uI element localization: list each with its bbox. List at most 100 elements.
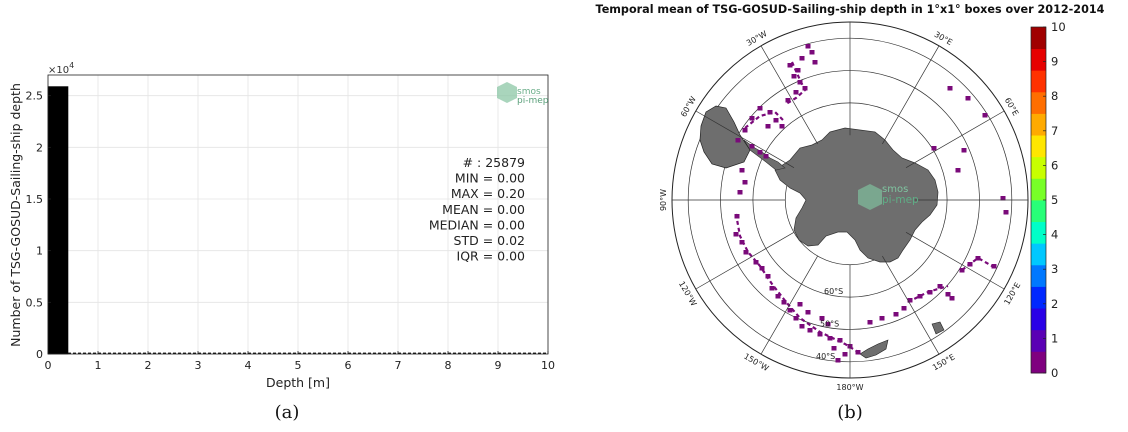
colorbar-segment	[1031, 286, 1046, 309]
data-cell	[753, 260, 759, 265]
colorbar-segment	[1031, 351, 1046, 374]
colorbar-tick-label: 7	[1051, 124, 1058, 138]
data-cell	[1003, 210, 1009, 215]
colorbar-tick-label: 8	[1051, 89, 1058, 103]
data-cell	[775, 294, 781, 299]
smos-logo: smos pi-mep	[497, 82, 549, 106]
x-tick-label: 5	[295, 359, 302, 372]
colorbar-segment	[1031, 264, 1046, 287]
x-tick-label: 4	[245, 359, 252, 372]
data-cell	[735, 138, 741, 143]
data-cell	[955, 168, 961, 173]
data-cell	[773, 118, 779, 123]
smos-logo-icon	[497, 82, 517, 103]
data-cell	[759, 266, 765, 271]
meridian-line	[760, 255, 818, 355]
data-cell	[917, 294, 923, 299]
x-tick-label: 0	[45, 359, 52, 372]
y-tick-label: 1.5	[26, 193, 44, 206]
colorbar-segment	[1031, 243, 1046, 266]
polar-map: 30°W30°E60°E90°E120°E150°E180°W150°W120°…	[659, 21, 1041, 392]
y-tick-label: 2	[36, 141, 43, 154]
colorbar-tick-label: 0	[1051, 366, 1058, 380]
data-cell	[893, 312, 899, 317]
meridian-line	[760, 45, 818, 145]
data-cell	[901, 306, 907, 311]
data-cell	[799, 324, 805, 329]
data-cell	[835, 358, 841, 363]
stat-line: STD = 0.02	[454, 233, 525, 248]
colorbar-tick-label: 2	[1051, 297, 1058, 311]
data-cell	[807, 328, 813, 333]
meridian-line	[882, 45, 940, 145]
colorbar-segment	[1031, 329, 1046, 352]
data-cell	[855, 350, 861, 355]
colorbar-tick-label: 6	[1051, 158, 1058, 172]
meridian-line	[695, 110, 795, 168]
stat-line: MEDIAN = 0.00	[429, 217, 525, 232]
colorbar-segment	[1031, 156, 1046, 179]
data-track	[734, 213, 859, 353]
data-cell	[769, 286, 775, 291]
data-cell	[785, 98, 791, 103]
meridian-line	[905, 110, 1005, 168]
colorbar-segment	[1031, 48, 1046, 71]
colorbar-tick-label: 1	[1051, 331, 1058, 345]
x-tick-label: 8	[445, 359, 452, 372]
data-track	[961, 256, 993, 271]
x-tick-label: 7	[395, 359, 402, 372]
data-cell	[781, 300, 787, 305]
data-cell	[879, 316, 885, 321]
data-cell	[757, 106, 763, 111]
histogram-y-ticks: 0 0.5 1 1.5 2 2.5	[26, 90, 51, 361]
data-cell	[961, 148, 967, 153]
colorbar-tick-label: 9	[1051, 55, 1058, 69]
data-cell	[842, 352, 848, 357]
y-tick-label: 0.5	[26, 296, 44, 309]
data-cell	[831, 346, 837, 351]
stat-line: # : 25879	[463, 155, 525, 170]
x-tick-label: 10	[541, 359, 555, 372]
colorbar: 0 1 2 3 4 5 6 7 8 9 10	[1030, 20, 1066, 380]
polar-map-panel: Temporal mean of TSG-GOSUD-Sailing-ship …	[596, 3, 1105, 423]
data-cell	[763, 154, 769, 159]
data-cell	[743, 250, 749, 255]
data-cell	[737, 190, 743, 195]
colorbar-segment	[1031, 70, 1046, 93]
data-cell	[975, 256, 981, 261]
colorbar-tick-label: 3	[1051, 262, 1058, 276]
data-cell	[825, 322, 831, 327]
caption-b: (b)	[837, 402, 863, 423]
new-zealand-landmass	[859, 339, 889, 359]
data-cell	[799, 56, 805, 61]
data-cell	[787, 308, 793, 313]
colorbar-segment	[1031, 27, 1046, 50]
data-cell	[765, 124, 771, 129]
histogram-panel: 0 1 2 3 4 5 6 7 8 9 10 0 0.5 1 1.5 2 2.5 ×104 Depth [m]…	[8, 61, 555, 423]
colorbar-tick-label: 4	[1051, 228, 1058, 242]
stat-line: MAX = 0.20	[451, 186, 525, 201]
latitude-label: 50°S	[820, 319, 839, 328]
x-tick-label: 3	[195, 359, 202, 372]
stat-line: IQR = 0.00	[457, 249, 526, 264]
data-cell	[733, 232, 739, 237]
colorbar-segment	[1031, 113, 1046, 136]
meridian-line	[695, 232, 795, 290]
data-cell	[787, 63, 793, 68]
data-cell	[937, 284, 943, 289]
data-cell	[947, 86, 953, 91]
meridian-line	[882, 255, 940, 355]
meridian-line	[905, 232, 1005, 290]
data-cell	[827, 336, 833, 341]
logo-line1: smos	[882, 184, 908, 195]
longitude-label: 90°W	[659, 189, 668, 211]
colorbar-tick-label: 10	[1051, 20, 1066, 34]
data-cell	[982, 113, 988, 118]
colorbar-segment	[1031, 135, 1046, 158]
x-tick-label: 6	[345, 359, 352, 372]
data-cell	[991, 264, 997, 269]
data-cell	[749, 116, 755, 121]
smos-logo-icon	[858, 184, 882, 210]
data-track	[907, 284, 949, 303]
